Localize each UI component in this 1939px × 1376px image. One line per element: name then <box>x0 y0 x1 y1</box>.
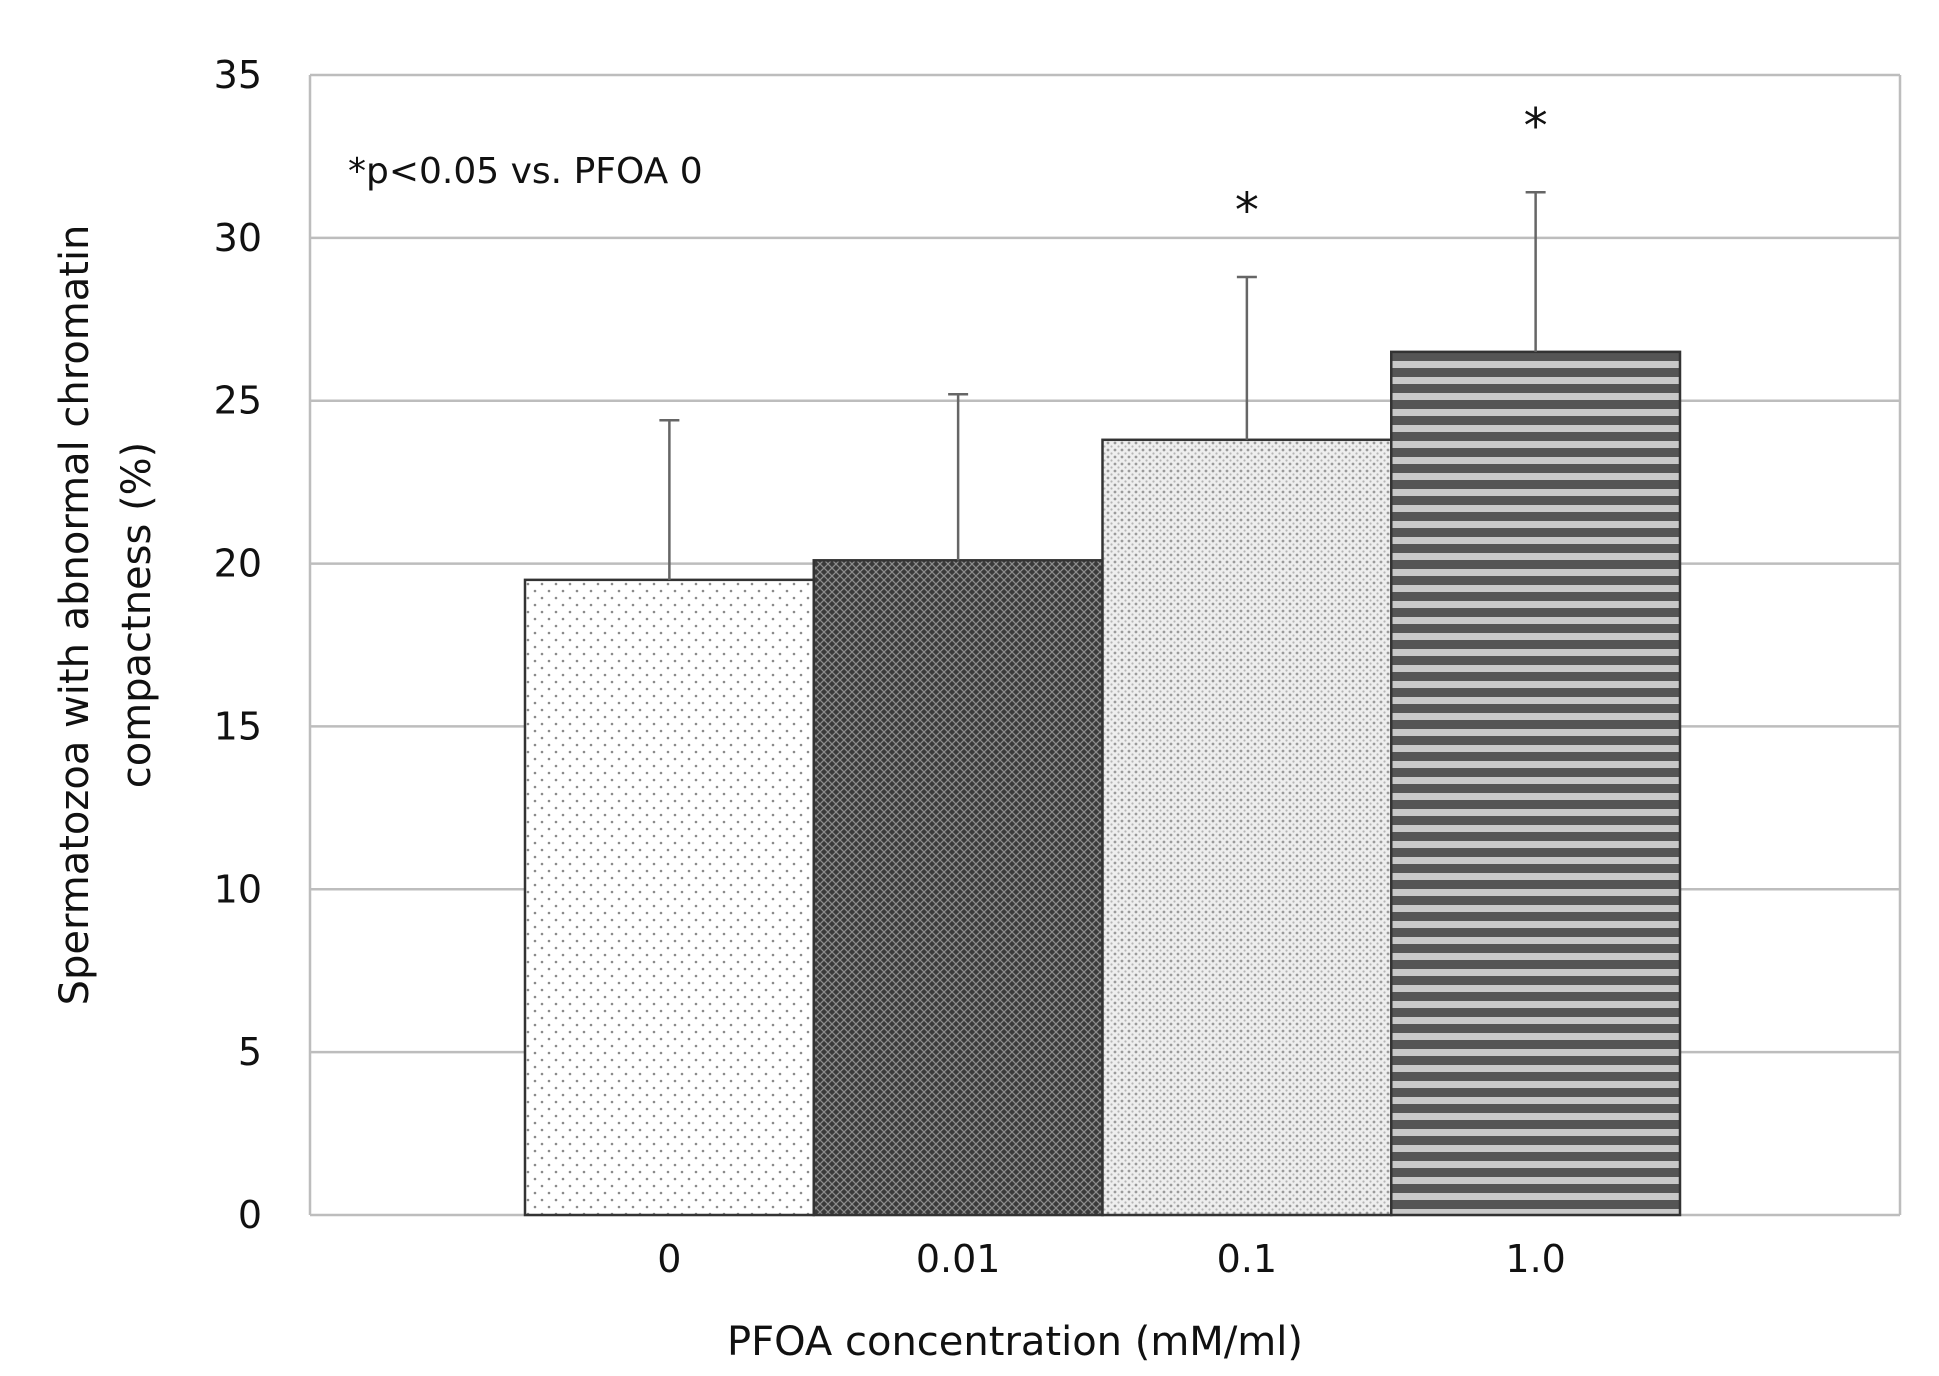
x-tick-label-0: 0 <box>657 1237 681 1281</box>
bar-1 <box>812 559 1104 1217</box>
significance-note: *p<0.05 vs. PFOA 0 <box>348 151 703 192</box>
x-tick-label-2: 0.1 <box>1217 1237 1277 1281</box>
significance-marker-3: * <box>1524 98 1548 154</box>
error-bars <box>659 191 1546 580</box>
y-axis-title-line-1: Spermatozoa with abnormal chromatin <box>52 225 98 1006</box>
bar-2 <box>1101 438 1393 1217</box>
y-axis-title-line-2: compactness (%) <box>114 442 160 789</box>
x-tick-labels: 0 0.01 0.1 1.0 <box>657 1237 1566 1281</box>
y-tick-label-3: 15 <box>214 704 262 748</box>
y-tick-label-2: 10 <box>214 867 262 911</box>
bar-0 <box>523 578 815 1217</box>
significance-markers: ** <box>1235 98 1548 239</box>
y-tick-label-0: 0 <box>238 1193 262 1237</box>
x-tick-label-3: 1.0 <box>1505 1237 1565 1281</box>
x-axis-title: PFOA concentration (mM/ml) <box>727 1319 1303 1365</box>
y-tick-label-6: 30 <box>214 216 262 260</box>
x-tick-label-1: 0.01 <box>916 1237 1001 1281</box>
y-tick-label-5: 25 <box>214 379 262 423</box>
bars <box>523 350 1682 1217</box>
y-tick-labels: 0 5 10 15 20 25 30 35 <box>214 53 262 1237</box>
bar-3 <box>1390 350 1682 1217</box>
significance-marker-2: * <box>1235 183 1259 239</box>
y-tick-label-1: 5 <box>238 1030 262 1074</box>
y-tick-label-4: 20 <box>214 542 262 586</box>
y-axis-title: Spermatozoa with abnormal chromatin comp… <box>52 225 160 1006</box>
plot-frame <box>308 75 1902 1215</box>
y-tick-label-7: 35 <box>214 53 262 97</box>
